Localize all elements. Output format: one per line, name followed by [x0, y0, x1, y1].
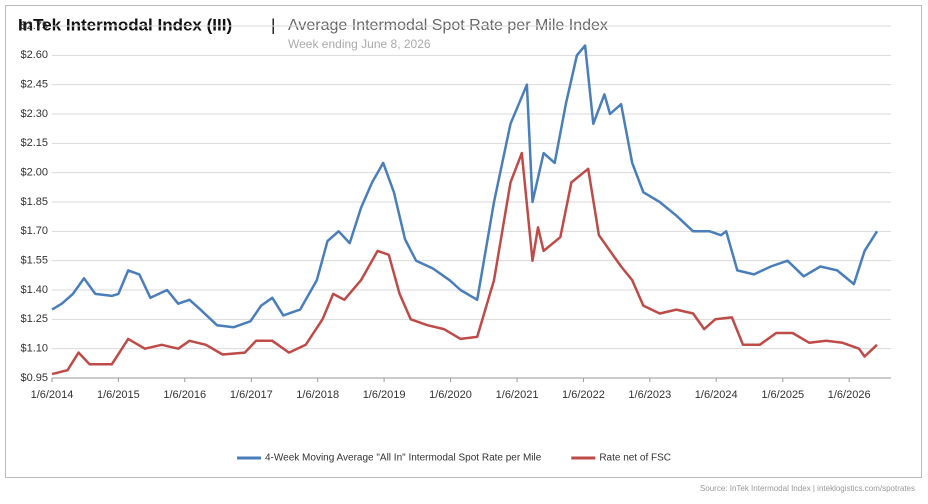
- series-line: [51, 151, 878, 376]
- title-separator: |: [271, 15, 275, 34]
- x-tick-label: 1/6/2020: [429, 389, 472, 401]
- x-tick-label: 1/6/2017: [230, 389, 273, 401]
- y-tick-label: $2.30: [20, 108, 48, 120]
- y-tick-label: $1.25: [20, 313, 48, 325]
- x-tick-label: 1/6/2021: [496, 389, 539, 401]
- y-tick-label: $0.95: [20, 372, 48, 384]
- x-tick-label: 1/6/2026: [828, 389, 871, 401]
- x-tick-label: 1/6/2014: [31, 389, 74, 401]
- y-tick-label: $1.10: [20, 343, 48, 355]
- x-tick-label: 1/6/2018: [296, 389, 339, 401]
- x-tick-label: 1/6/2024: [695, 389, 738, 401]
- x-tick-label: 1/6/2016: [163, 389, 206, 401]
- legend-label: 4-Week Moving Average "All In" Intermoda…: [265, 453, 542, 464]
- x-tick-label: 1/6/2022: [562, 389, 605, 401]
- y-tick-label: $2.75: [20, 20, 48, 32]
- x-tick-label: 1/6/2023: [628, 389, 671, 401]
- y-tick-label: $1.40: [20, 284, 48, 296]
- x-tick-label: 1/6/2019: [363, 389, 406, 401]
- legend-label: Rate net of FSC: [599, 453, 671, 464]
- y-tick-label: $2.00: [20, 167, 48, 179]
- date-note: Week ending June 8, 2026: [288, 37, 431, 51]
- y-tick-label: $1.55: [20, 255, 48, 267]
- y-tick-label: $2.60: [20, 49, 48, 61]
- x-tick-label: 1/6/2015: [97, 389, 140, 401]
- y-tick-label: $1.85: [20, 196, 48, 208]
- source-note: Source: InTek Intermodal Index | inteklo…: [700, 484, 915, 493]
- chart-title: InTek Intermodal Index (III): [18, 15, 232, 34]
- chart-frame: [5, 5, 922, 478]
- y-tick-label: $2.15: [20, 137, 48, 149]
- series-line: [51, 44, 879, 329]
- y-tick-label: $1.70: [20, 225, 48, 237]
- x-tick-label: 1/6/2025: [761, 389, 804, 401]
- y-tick-label: $2.45: [20, 79, 48, 91]
